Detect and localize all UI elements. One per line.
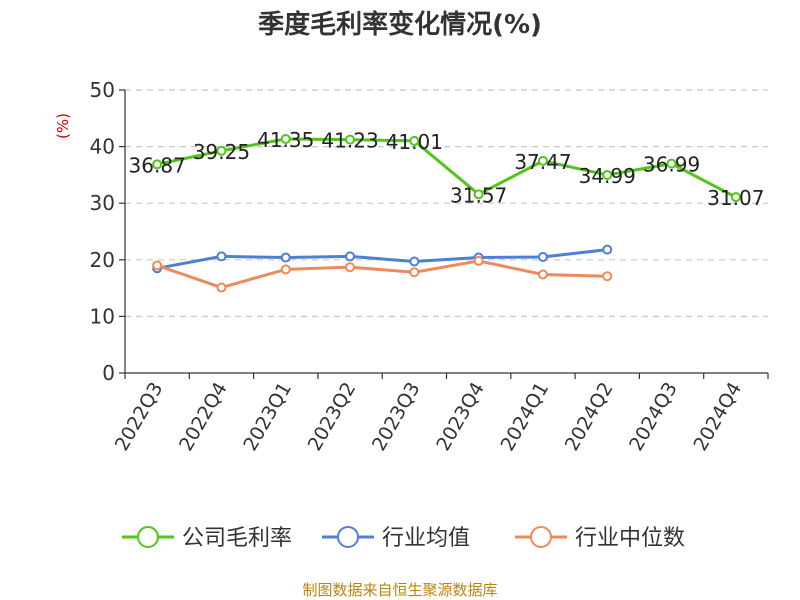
y-axis-unit: (%) (54, 113, 72, 139)
x-tick-label: 2023Q3 (368, 379, 425, 455)
data-point[interactable] (537, 155, 548, 166)
data-point[interactable] (345, 262, 356, 273)
data-label: 36.87 (129, 153, 186, 177)
legend-marker (137, 526, 159, 548)
legend-label: 行业中位数 (575, 526, 685, 551)
data-labels: 36.87 39.25 41.35 41.23 41.01 31.57 37.47 34.99… (129, 128, 765, 210)
data-point[interactable] (409, 135, 420, 146)
data-point[interactable] (280, 133, 291, 144)
data-label: 41.01 (386, 130, 443, 154)
data-point[interactable] (409, 256, 420, 267)
source-note: 制图数据来自恒生聚源数据库 (302, 581, 497, 599)
x-tick-label: 2024Q1 (497, 379, 554, 455)
data-point[interactable] (280, 252, 291, 263)
legend-marker (530, 526, 552, 548)
data-point[interactable] (602, 244, 613, 255)
data-point[interactable] (345, 251, 356, 262)
data-point[interactable] (345, 134, 356, 145)
data-point[interactable] (409, 267, 420, 278)
y-tick-label: 40 (90, 135, 115, 159)
y-tick-label: 10 (90, 304, 115, 328)
data-label: 41.23 (321, 129, 378, 153)
data-label: 31.57 (450, 183, 507, 207)
x-tick-label: 2023Q2 (304, 379, 361, 455)
series-line (156, 137, 737, 199)
data-point[interactable] (666, 158, 677, 169)
data-point[interactable] (730, 192, 741, 203)
data-label: 39.25 (193, 140, 250, 164)
data-point[interactable] (473, 189, 484, 200)
legend-item[interactable]: 公司毛利率 (122, 526, 292, 551)
data-point[interactable] (602, 169, 613, 180)
x-tick-label: 2024Q4 (689, 379, 746, 455)
grid-lines (125, 89, 768, 317)
y-tick-label: 30 (90, 191, 115, 215)
data-point[interactable] (537, 251, 548, 262)
series (152, 133, 741, 293)
y-tick-label: 0 (102, 361, 115, 385)
data-label: 36.99 (643, 153, 700, 177)
data-label: 41.35 (257, 128, 314, 152)
legend-label: 公司毛利率 (182, 526, 292, 551)
data-point[interactable] (216, 251, 227, 262)
data-point[interactable] (216, 145, 227, 156)
data-point[interactable] (537, 269, 548, 280)
x-tick-label: 2022Q3 (111, 379, 168, 455)
data-point[interactable] (602, 271, 613, 282)
y-tick-label: 20 (90, 248, 115, 272)
data-point[interactable] (152, 159, 163, 170)
data-label: 34.99 (579, 164, 636, 188)
x-tick-label: 2023Q4 (432, 379, 489, 455)
data-label: 31.07 (707, 186, 764, 210)
data-point[interactable] (152, 260, 163, 271)
x-tick-label: 2023Q1 (239, 379, 296, 455)
series-line (156, 259, 608, 290)
data-point[interactable] (280, 264, 291, 275)
chart-title: 季度毛利率变化情况(%) (258, 9, 542, 40)
data-label: 37.47 (514, 150, 571, 174)
legend-item[interactable]: 行业中位数 (515, 526, 685, 551)
legend-marker (337, 526, 359, 548)
x-tick-label: 2024Q3 (625, 379, 682, 455)
legend[interactable]: 公司毛利率 行业均值 行业中位数 (122, 526, 685, 551)
data-point[interactable] (216, 282, 227, 293)
legend-label: 行业均值 (382, 526, 470, 551)
legend-item[interactable]: 行业均值 (322, 526, 470, 551)
data-point[interactable] (473, 255, 484, 266)
series-line (156, 248, 608, 270)
x-tick-label: 2022Q4 (175, 379, 232, 455)
y-tick-label: 50 (90, 78, 115, 102)
x-tick-label: 2024Q2 (561, 379, 618, 455)
